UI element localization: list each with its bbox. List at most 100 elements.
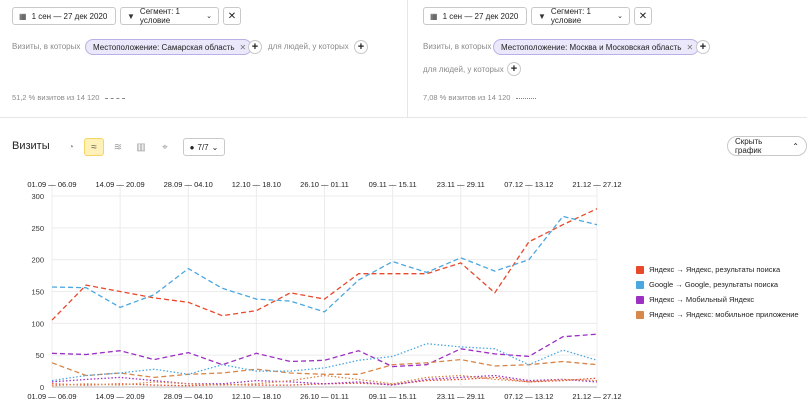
segment-stats: 7,08 % визитов из 14 120 xyxy=(423,93,537,102)
chevron-down-icon: ⌄ xyxy=(617,13,623,20)
close-segment-button[interactable]: ✕ xyxy=(634,7,652,25)
chart-grid xyxy=(51,184,598,388)
x-tick-label-top: 01.09 — 06.09 xyxy=(27,180,76,189)
pie-chart-toggle[interactable]: ◔ xyxy=(61,138,81,156)
x-tick-label-bottom: 26.10 — 01.11 xyxy=(300,392,349,401)
hide-chart-label: Скрыть график xyxy=(735,137,763,155)
plus-icon: + xyxy=(510,62,518,75)
area-chart-toggle[interactable]: ≋ xyxy=(108,138,128,156)
left-controls: ▦ 1 сен — 27 дек 2020 ▼ Сегмент: 1 услов… xyxy=(12,7,241,25)
chevron-up-icon: ⌃ xyxy=(792,141,799,151)
dashed-line-sample xyxy=(105,97,126,99)
chevron-down-icon: ⌄ xyxy=(206,13,212,20)
map-toggle[interactable]: ⌖ xyxy=(155,138,175,156)
bar-chart-toggle[interactable]: ▥ xyxy=(131,138,151,156)
x-tick-label-top: 21.12 — 27.12 xyxy=(572,180,621,189)
pie-icon: ◔ xyxy=(67,141,75,153)
chart-legend: Яндекс → Яндекс, результаты поиска Google… xyxy=(636,262,799,322)
x-tick-label-top: 23.11 — 29.11 xyxy=(437,180,485,189)
close-icon: ✕ xyxy=(227,10,237,22)
x-tick-label-bottom: 01.09 — 06.09 xyxy=(27,392,76,401)
date-range-label: 1 сен — 27 дек 2020 xyxy=(442,11,519,21)
y-tick-label: 50 xyxy=(36,351,44,360)
series-line xyxy=(51,374,598,387)
x-tick-label-bottom: 14.09 — 20.09 xyxy=(96,392,145,401)
location-chip[interactable]: Местоположение: Самарская область ✕ xyxy=(85,39,253,55)
x-tick-label-bottom: 28.09 — 04.10 xyxy=(164,392,213,401)
segment-button[interactable]: ▼ Сегмент: 1 условие ⌄ xyxy=(120,7,219,25)
segment-label: Сегмент: 1 условие xyxy=(139,7,180,25)
x-tick-label-bottom: 12.10 — 18.10 xyxy=(232,392,281,401)
x-tick-label-top: 09.11 — 15.11 xyxy=(369,180,417,189)
close-segment-button[interactable]: ✕ xyxy=(223,7,241,25)
x-tick-label-top: 12.10 — 18.10 xyxy=(232,180,281,189)
legend-swatch xyxy=(636,310,644,319)
segment-panel-right: ▦ 1 сен — 27 дек 2020 ▼ Сегмент: 1 услов… xyxy=(408,0,807,118)
comments-count: 7/7 xyxy=(197,142,209,152)
x-tick-label-top: 14.09 — 20.09 xyxy=(96,180,145,189)
close-icon: ✕ xyxy=(638,10,648,22)
add-visit-condition-button[interactable]: + xyxy=(248,40,262,54)
legend-label: Яндекс → Яндекс, результаты поиска xyxy=(649,265,781,274)
legend-label: Яндекс → Яндекс: мобильное приложение xyxy=(649,310,799,319)
chip-label: Местоположение: Самарская область xyxy=(93,42,235,52)
legend-item[interactable]: Яндекс → Мобильный Яндекс xyxy=(636,292,799,307)
calendar-grid-icon: ▦ xyxy=(19,11,27,21)
people-condition-label: для людей, у которых xyxy=(268,42,349,51)
add-visit-condition-button[interactable]: + xyxy=(696,40,710,54)
x-tick-label-top: 07.12 — 13.12 xyxy=(504,180,553,189)
chevron-down-icon: ⌄ xyxy=(211,142,219,152)
x-tick-label-bottom: 09.11 — 15.11 xyxy=(369,392,417,401)
close-icon[interactable]: ✕ xyxy=(239,42,247,52)
date-range-button[interactable]: ▦ 1 сен — 27 дек 2020 xyxy=(423,7,527,25)
y-axis-labels: 0 50 100 150 200 250 300 xyxy=(31,192,44,392)
legend-swatch xyxy=(636,280,644,289)
comments-button[interactable]: ● 7/7 ⌄ xyxy=(183,138,225,156)
x-axis-labels: 01.09 — 06.09 01.09 — 06.09 14.09 — 20.09 1… xyxy=(27,180,621,401)
map-icon: ⌖ xyxy=(162,141,168,153)
segment-stats: 51,2 % визитов из 14 120 xyxy=(12,93,126,102)
series-line xyxy=(51,374,598,386)
calendar-grid-icon: ▦ xyxy=(430,11,438,21)
legend-item[interactable]: Google → Google, результаты поиска xyxy=(636,277,799,292)
dotted-line-sample xyxy=(516,97,537,99)
series-line xyxy=(51,358,598,379)
legend-swatch xyxy=(636,295,644,304)
add-people-condition-button[interactable]: + xyxy=(507,62,521,76)
chip-label: Местоположение: Москва и Московская обла… xyxy=(501,42,682,52)
right-controls: ▦ 1 сен — 27 дек 2020 ▼ Сегмент: 1 услов… xyxy=(423,7,652,25)
visits-condition-label: Визиты, в которых xyxy=(423,42,492,51)
y-tick-label: 0 xyxy=(40,383,44,392)
y-tick-label: 100 xyxy=(31,319,44,328)
legend-label: Google → Google, результаты поиска xyxy=(649,280,779,289)
series-line xyxy=(51,343,598,382)
legend-item[interactable]: Яндекс → Яндекс: мобильное приложение xyxy=(636,307,799,322)
date-range-label: 1 сен — 27 дек 2020 xyxy=(31,11,108,21)
date-range-button[interactable]: ▦ 1 сен — 27 дек 2020 xyxy=(12,7,116,25)
segment-panel-left: ▦ 1 сен — 27 дек 2020 ▼ Сегмент: 1 услов… xyxy=(0,0,408,118)
hide-chart-button[interactable]: Скрыть график ⌃ xyxy=(727,136,807,156)
series-line xyxy=(51,333,598,368)
area-chart-icon: ≋ xyxy=(113,141,123,153)
filter-icon: ▼ xyxy=(127,11,135,21)
plus-icon: + xyxy=(251,40,259,53)
legend-item[interactable]: Яндекс → Яндекс, результаты поиска xyxy=(636,262,799,277)
series-line xyxy=(51,208,598,321)
segment-label: Сегмент: 1 условие xyxy=(550,7,591,25)
bar-chart-icon: ▥ xyxy=(136,141,146,153)
series-line xyxy=(51,215,598,313)
x-tick-label-bottom: 21.12 — 27.12 xyxy=(572,392,621,401)
x-tick-label-top: 28.09 — 04.10 xyxy=(164,180,213,189)
people-condition-label: для людей, у которых xyxy=(423,65,504,74)
x-tick-label-top: 26.10 — 01.11 xyxy=(300,180,349,189)
add-people-condition-button[interactable]: + xyxy=(354,40,368,54)
segment-stats-text: 51,2 % визитов из 14 120 xyxy=(12,93,100,102)
segment-stats-text: 7,08 % визитов из 14 120 xyxy=(423,93,511,102)
segment-button[interactable]: ▼ Сегмент: 1 условие ⌄ xyxy=(531,7,630,25)
plus-icon: + xyxy=(699,40,707,53)
y-tick-label: 300 xyxy=(31,192,44,201)
line-chart-toggle[interactable]: ≈ xyxy=(84,138,104,156)
y-tick-label: 150 xyxy=(31,288,44,297)
close-icon[interactable]: ✕ xyxy=(686,42,694,52)
